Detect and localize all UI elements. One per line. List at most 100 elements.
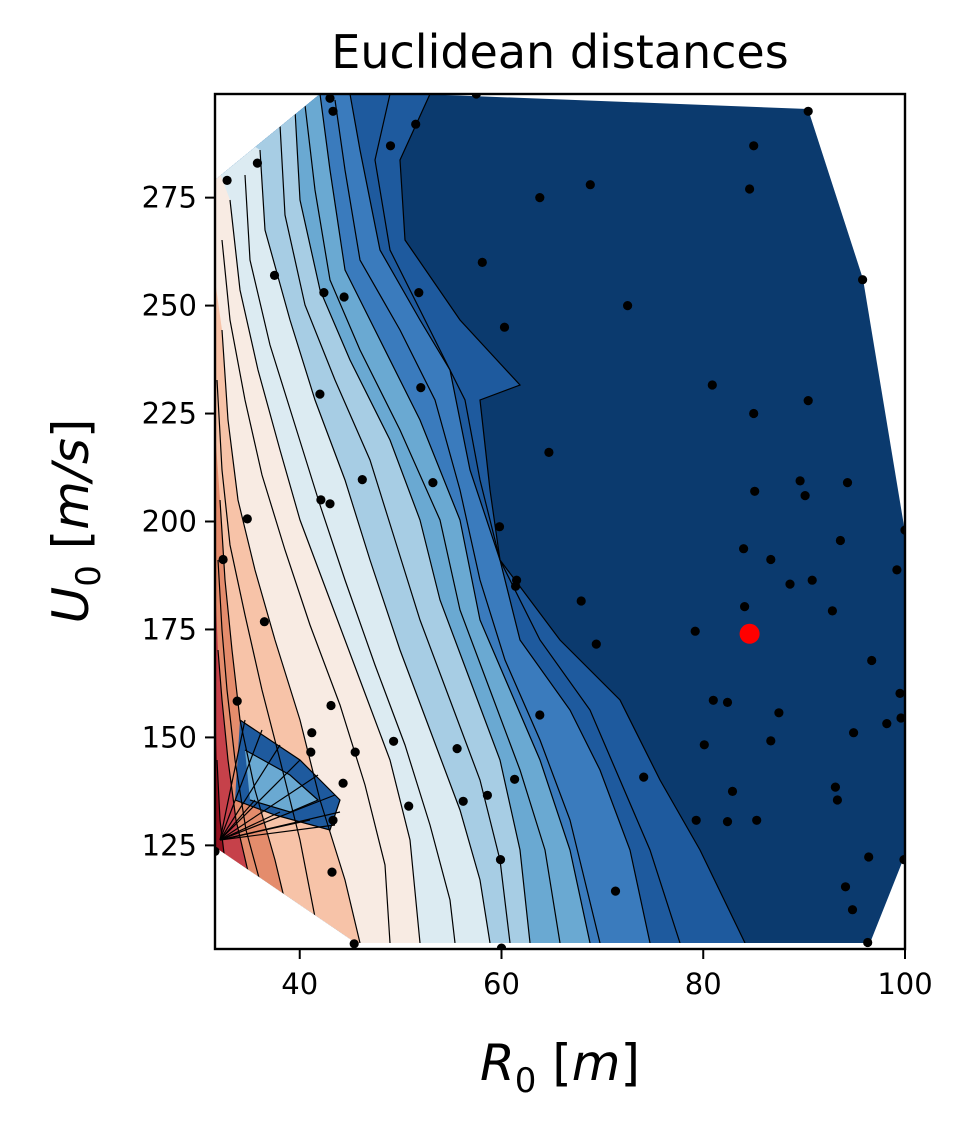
sample-point: [691, 815, 701, 825]
sample-point: [896, 713, 905, 723]
sample-point: [745, 184, 755, 194]
sample-point: [585, 180, 595, 190]
sample-point: [840, 882, 851, 892]
sample-point: [242, 514, 252, 524]
sample-point: [895, 688, 905, 699]
sample-point: [899, 855, 905, 865]
sample-point: [722, 697, 733, 708]
sample-point: [259, 617, 269, 627]
sample-point: [385, 141, 396, 151]
sample-point: [535, 193, 545, 203]
sample-point: [325, 94, 335, 103]
highlight-point: [739, 623, 760, 644]
contour-fill: [215, 94, 905, 943]
sample-point: [510, 581, 521, 591]
sample-point: [842, 478, 853, 488]
sample-point: [882, 719, 892, 729]
sample-point: [328, 815, 338, 825]
sample-point: [867, 655, 877, 666]
contour-band: [215, 580, 262, 943]
sample-point: [307, 728, 317, 738]
sample-point: [350, 747, 360, 757]
sample-point: [892, 565, 902, 575]
sample-point: [319, 288, 329, 298]
sample-point: [690, 626, 700, 636]
sample-point: [766, 736, 776, 746]
sample-point: [326, 700, 336, 711]
sample-point: [803, 106, 813, 116]
sample-point: [315, 389, 325, 399]
sample-point: [727, 786, 738, 797]
sample-point: [864, 852, 874, 862]
sample-point: [316, 495, 326, 505]
sample-point: [739, 544, 749, 554]
sample-point: [591, 639, 601, 649]
sample-point: [428, 478, 438, 488]
sample-point: [416, 383, 426, 393]
sample-point: [325, 499, 335, 509]
sample-point: [411, 119, 421, 129]
sample-point: [499, 322, 510, 332]
sample-point: [495, 855, 506, 865]
contour-lines: [216, 94, 746, 943]
sample-point: [252, 158, 262, 168]
x-tick-label: 40: [281, 967, 318, 1001]
sample-point: [803, 396, 813, 406]
chart-title: Euclidean distances: [331, 25, 788, 79]
sample-point: [544, 447, 554, 457]
sample-point: [357, 475, 367, 485]
sample-point: [389, 736, 399, 746]
sample-point: [414, 288, 424, 298]
sample-point: [800, 491, 810, 501]
sample-point: [623, 301, 633, 311]
x-tick-label: 80: [685, 967, 722, 1001]
sample-point: [858, 275, 868, 285]
sample-point: [740, 602, 750, 612]
sample-point: [222, 175, 232, 185]
sample-point: [482, 790, 492, 800]
y-tick-label: 200: [142, 505, 197, 539]
y-tick-label: 175: [142, 612, 197, 646]
sample-point: [328, 106, 338, 116]
sample-point: [830, 782, 841, 792]
sample-point: [699, 740, 709, 750]
sample-point: [509, 774, 520, 784]
y-tick-label: 125: [142, 828, 197, 862]
sample-point: [494, 522, 505, 532]
y-tick-label: 275: [142, 181, 197, 215]
x-tick-label: 100: [877, 967, 932, 1001]
sample-point: [349, 939, 359, 949]
sample-point: [306, 747, 316, 757]
highlight-point-group: [739, 623, 760, 644]
sample-point: [639, 772, 649, 782]
y-tick-label: 250: [142, 289, 197, 323]
sample-point: [269, 270, 280, 280]
y-tick-label: 225: [142, 397, 197, 431]
sample-point: [835, 535, 846, 546]
sample-point: [807, 575, 817, 585]
sample-point: [863, 937, 873, 948]
sample-point: [610, 886, 621, 896]
sample-point: [752, 815, 762, 825]
x-tick-label: 60: [483, 967, 520, 1001]
sample-point: [795, 476, 805, 486]
y-tick-label: 150: [142, 720, 197, 754]
sample-point: [535, 710, 545, 720]
sample-point: [496, 943, 507, 949]
x-axis-ticks: 40 60 80 100: [281, 949, 933, 1001]
sample-point: [785, 579, 795, 589]
sample-point: [232, 696, 242, 706]
sample-point: [774, 708, 784, 718]
sample-point: [339, 292, 349, 302]
sample-point: [338, 778, 348, 788]
sample-point: [576, 596, 586, 606]
sample-point: [218, 554, 228, 565]
sample-point: [458, 796, 468, 806]
sample-point: [452, 744, 462, 754]
sample-point: [847, 905, 858, 915]
sample-point: [766, 554, 776, 565]
x-axis-label: R0 [m]: [480, 1034, 640, 1101]
sample-point: [708, 695, 718, 705]
sample-point: [707, 380, 717, 390]
